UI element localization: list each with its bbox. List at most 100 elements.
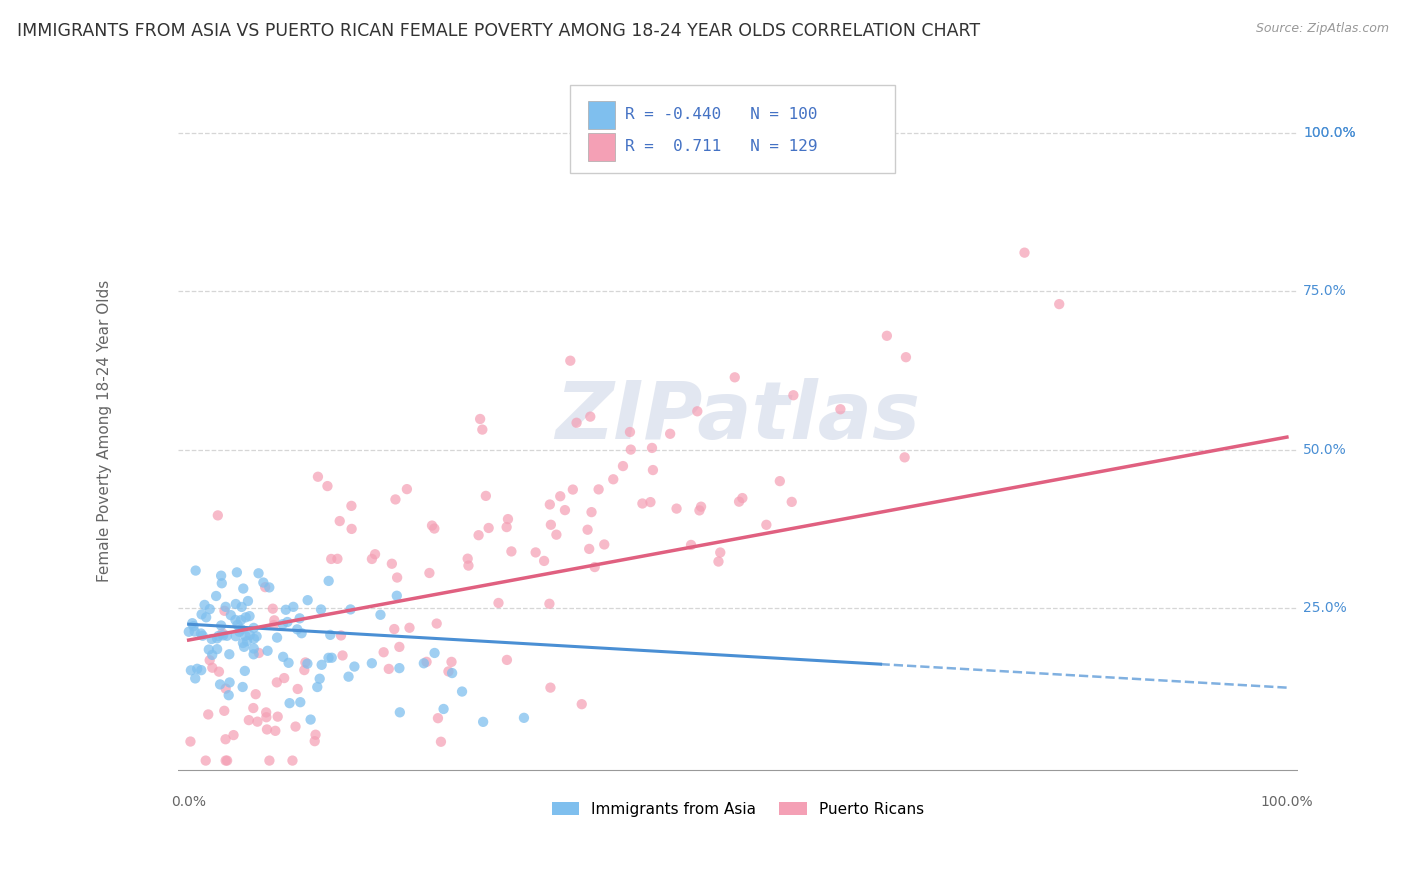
Point [205,632,228,646]
Point [201,661,224,675]
Point [420,518,443,533]
Point [311,657,333,672]
Point [195,610,218,624]
Point [441,666,464,681]
Point [281,754,304,768]
Point [235,629,257,643]
Point [198,602,221,616]
Point [205,589,228,603]
Point [538,498,561,512]
Text: 50.0%: 50.0% [1303,442,1347,457]
Point [378,662,401,676]
Point [307,469,329,483]
Point [640,495,662,509]
Point [370,607,392,622]
Point [602,472,624,486]
Point [321,552,343,566]
Point [496,653,519,667]
Point [264,723,287,738]
Point [179,734,201,748]
Point [398,621,420,635]
Point [278,696,301,710]
Point [631,496,654,510]
Point [222,728,245,742]
Point [231,623,253,637]
Point [709,545,731,559]
Point [340,499,363,513]
Point [619,425,641,439]
Point [233,640,256,654]
Point [236,594,259,608]
Text: R = -0.440   N = 100: R = -0.440 N = 100 [624,107,817,122]
FancyBboxPatch shape [569,86,894,172]
Point [259,581,281,595]
Point [688,503,710,517]
Point [1014,245,1036,260]
Point [242,621,264,635]
Point [679,538,702,552]
Point [579,409,602,424]
Point [211,576,233,591]
Point [304,728,326,742]
Point [205,642,228,657]
Point [472,714,495,729]
Point [287,681,309,696]
Point [686,404,709,418]
Point [423,522,446,536]
Point [307,680,329,694]
Text: IMMIGRANTS FROM ASIA VS PUERTO RICAN FEMALE POVERTY AMONG 18-24 YEAR OLDS CORREL: IMMIGRANTS FROM ASIA VS PUERTO RICAN FEM… [17,22,980,40]
Point [238,713,260,727]
Point [337,670,360,684]
Point [242,701,264,715]
Point [212,628,235,642]
Point [183,619,205,633]
Point [418,566,440,580]
Point [238,609,260,624]
Text: Source: ZipAtlas.com: Source: ZipAtlas.com [1256,22,1389,36]
Point [252,575,274,590]
Point [197,707,219,722]
Point [524,545,547,559]
Point [190,607,212,622]
Point [554,503,576,517]
Point [360,657,382,671]
Point [548,489,571,503]
Point [273,671,295,685]
Point [284,720,307,734]
Point [181,616,204,631]
Point [259,754,281,768]
Point [198,642,221,657]
Point [430,735,453,749]
Point [724,370,747,384]
Point [478,521,501,535]
Point [1047,297,1070,311]
Point [707,555,730,569]
Point [266,675,288,690]
Point [224,613,246,627]
Point [207,508,229,523]
Point [254,580,277,594]
Point [277,656,299,670]
Point [329,514,352,528]
Point [215,681,238,696]
Point [208,665,231,679]
Point [576,523,599,537]
Point [690,500,713,514]
Point [782,388,804,402]
Point [755,517,778,532]
Point [540,517,562,532]
Point [232,680,254,694]
Point [267,709,290,723]
Point [457,551,479,566]
Point [395,482,418,496]
Point [565,416,588,430]
Point [364,547,387,561]
Point [468,412,491,426]
Point [194,754,217,768]
Point [214,732,236,747]
Point [214,599,236,614]
Text: 100.0%: 100.0% [1303,126,1355,140]
Point [218,647,240,661]
Text: 100.0%: 100.0% [1303,126,1355,140]
Point [218,675,240,690]
